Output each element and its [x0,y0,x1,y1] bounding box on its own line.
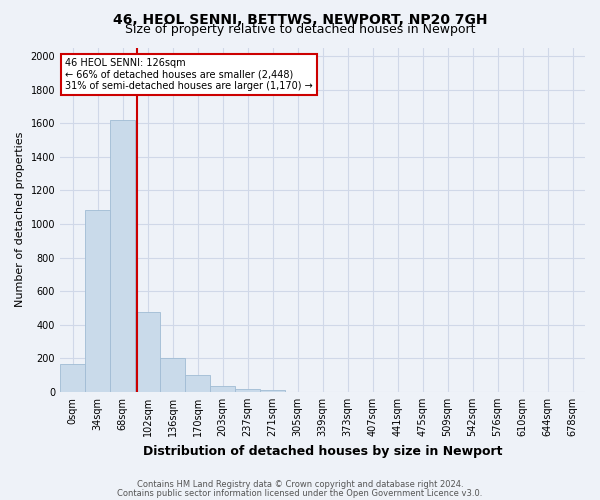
Bar [260,390,285,392]
Bar [160,358,185,392]
Text: Contains public sector information licensed under the Open Government Licence v3: Contains public sector information licen… [118,488,482,498]
Y-axis label: Number of detached properties: Number of detached properties [15,132,25,308]
X-axis label: Distribution of detached houses by size in Newport: Distribution of detached houses by size … [143,444,502,458]
Bar [210,386,235,392]
Text: 46 HEOL SENNI: 126sqm
← 66% of detached houses are smaller (2,448)
31% of semi-d: 46 HEOL SENNI: 126sqm ← 66% of detached … [65,58,313,91]
Bar [85,210,110,392]
Bar [185,375,210,392]
Bar [135,312,160,392]
Bar [235,390,260,392]
Text: 46, HEOL SENNI, BETTWS, NEWPORT, NP20 7GH: 46, HEOL SENNI, BETTWS, NEWPORT, NP20 7G… [113,12,487,26]
Text: Contains HM Land Registry data © Crown copyright and database right 2024.: Contains HM Land Registry data © Crown c… [137,480,463,489]
Bar [60,364,85,392]
Bar [110,120,135,392]
Text: Size of property relative to detached houses in Newport: Size of property relative to detached ho… [125,22,475,36]
